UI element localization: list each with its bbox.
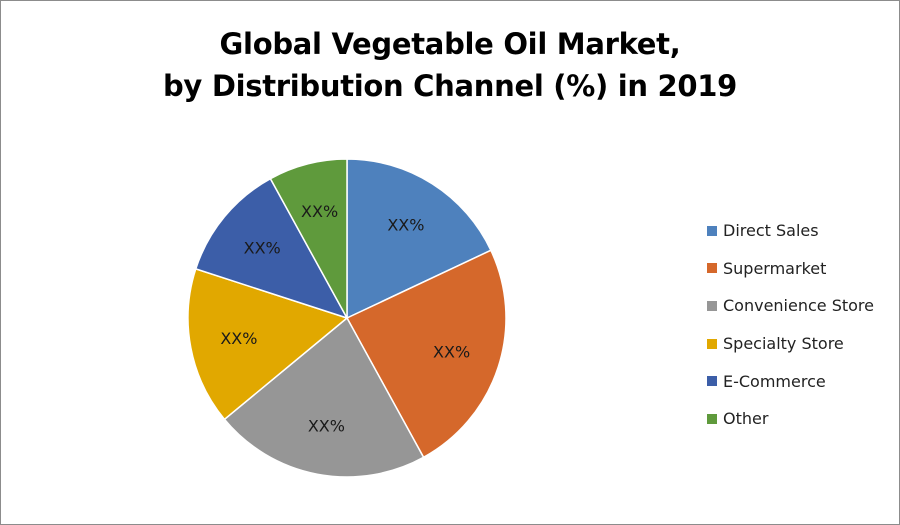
legend-item-specialty-store: Specialty Store [707, 325, 874, 363]
pie-slice-supermarket [345, 249, 507, 459]
legend-label: Direct Sales [723, 221, 819, 241]
legend-swatch [707, 376, 717, 387]
chart-title: Global Vegetable Oil Market, by Distribu… [1, 23, 899, 107]
legend-swatch [707, 225, 717, 236]
data-label-e-commerce: XX% [244, 238, 281, 257]
legend-swatch [707, 413, 717, 424]
data-label-other: XX% [301, 202, 338, 221]
legend-item-direct-sales: Direct Sales [707, 212, 874, 250]
data-label-direct-sales: XX% [387, 216, 424, 235]
legend-swatch [707, 300, 717, 311]
data-label-supermarket: XX% [433, 343, 470, 362]
pie-slice-other [269, 158, 348, 319]
legend-item-supermarket: Supermarket [707, 250, 874, 288]
pie-slice-specialty-store [187, 267, 349, 421]
legend-label: Supermarket [723, 258, 827, 278]
data-label-specialty-store: XX% [220, 329, 257, 348]
chart-title-line-2: by Distribution Channel (%) in 2019 [162, 69, 738, 103]
legend-label: Specialty Store [723, 334, 844, 354]
pie-slice-convenience-store [223, 316, 425, 478]
chart-title-line-1: Global Vegetable Oil Market, [219, 27, 681, 61]
data-label-convenience-store: XX% [308, 417, 345, 436]
legend-swatch [707, 338, 717, 349]
chart-legend: Direct Sales Supermarket Convenience Store… [707, 212, 874, 438]
legend-swatch [707, 263, 717, 274]
legend-item-other: Other [707, 400, 874, 438]
pie-slice-e-commerce [194, 177, 349, 320]
legend-label: Other [723, 409, 769, 429]
legend-item-convenience-store: Convenience Store [707, 287, 874, 325]
legend-item-e-commerce: E-Commerce [707, 362, 874, 400]
legend-label: E-Commerce [723, 371, 826, 391]
pie-slice-direct-sales [346, 158, 492, 320]
legend-label: Convenience Store [723, 296, 874, 316]
